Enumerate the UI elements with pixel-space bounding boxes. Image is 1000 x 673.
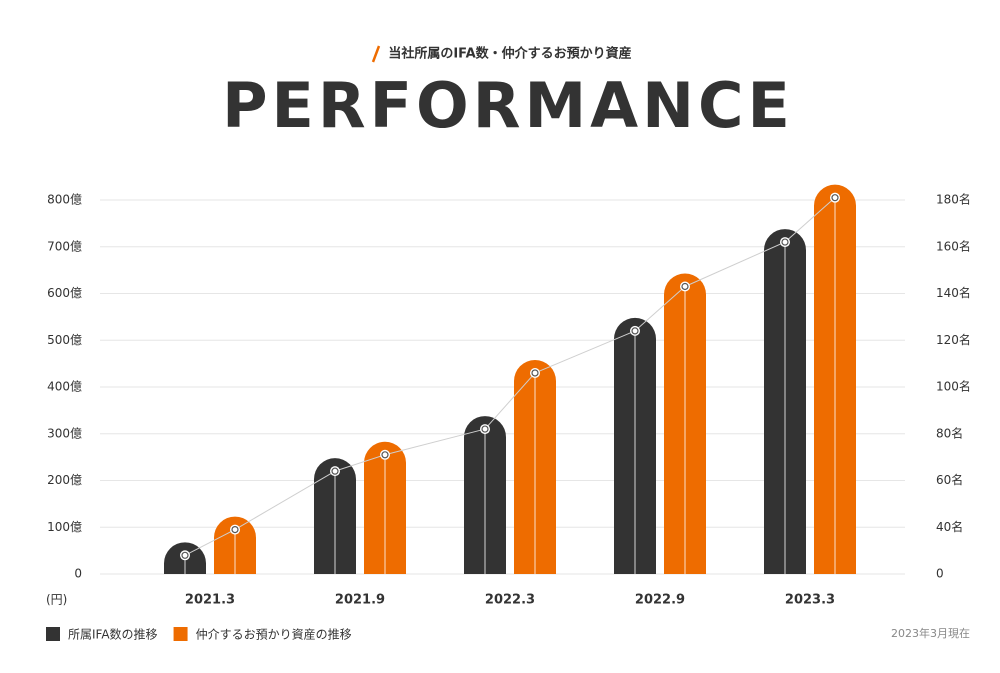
x-tick-label: 2021.3 bbox=[185, 593, 235, 608]
marker-inner bbox=[381, 451, 389, 459]
note: 2023年3月現在 bbox=[891, 626, 970, 640]
y-tick-label: 700億 bbox=[47, 239, 82, 253]
legend-label: 所属IFA数の推移 bbox=[68, 627, 158, 642]
subtitle-slash bbox=[371, 45, 381, 63]
y-unit-label: (円) bbox=[46, 593, 67, 607]
x-tick-label: 2022.9 bbox=[635, 593, 685, 608]
marker-inner bbox=[631, 327, 639, 335]
trend-line bbox=[184, 529, 236, 556]
marker-inner bbox=[331, 467, 339, 475]
marker-inner bbox=[481, 425, 489, 433]
trend-line bbox=[634, 286, 686, 332]
marker-inner bbox=[681, 282, 689, 291]
trend-line bbox=[534, 330, 636, 374]
marker-inner bbox=[781, 238, 789, 246]
x-tick-label: 2021.9 bbox=[335, 593, 385, 608]
legend-swatch bbox=[46, 627, 60, 641]
y-tick-label: 800億 bbox=[47, 193, 82, 207]
y2-tick-label: 140名 bbox=[936, 285, 971, 300]
trend-line bbox=[334, 454, 386, 472]
chart-title: PERFORMANCE bbox=[222, 69, 794, 142]
marker-inner bbox=[531, 369, 539, 377]
y-tick-label: 200億 bbox=[47, 473, 82, 487]
legend-label: 仲介するお預かり資産の推移 bbox=[196, 627, 352, 642]
legend-swatch bbox=[173, 627, 188, 641]
y2-tick-label: 120名 bbox=[936, 332, 971, 347]
y-tick-label: 400億 bbox=[47, 380, 82, 394]
y-tick-label: 300億 bbox=[47, 426, 82, 440]
marker-inner bbox=[831, 194, 839, 202]
y-tick-label: 0 bbox=[74, 567, 82, 581]
y-tick-label: 600億 bbox=[47, 286, 82, 300]
y-tick-label: 500億 bbox=[47, 333, 82, 347]
y2-tick-label: 60名 bbox=[936, 472, 963, 487]
y2-tick-label: 100名 bbox=[936, 379, 971, 394]
y2-tick-label: 80名 bbox=[936, 425, 963, 440]
chart-subtitle: 当社所属のIFA数・仲介するお預かり資産 bbox=[388, 46, 631, 62]
marker-inner bbox=[181, 551, 189, 559]
y2-tick-label: 180名 bbox=[936, 192, 971, 207]
y-tick-label: 100億 bbox=[47, 520, 82, 534]
y2-tick-label: 0 bbox=[936, 567, 944, 581]
trend-line bbox=[384, 428, 486, 456]
trend-line bbox=[234, 470, 336, 531]
y2-tick-label: 40名 bbox=[936, 519, 963, 534]
trend-line bbox=[684, 241, 786, 287]
x-tick-label: 2023.3 bbox=[785, 593, 835, 608]
y2-tick-label: 160名 bbox=[936, 238, 971, 253]
trend-line bbox=[484, 372, 536, 430]
x-tick-label: 2022.3 bbox=[485, 593, 535, 608]
marker-inner bbox=[231, 525, 239, 534]
trend-line bbox=[784, 197, 836, 243]
